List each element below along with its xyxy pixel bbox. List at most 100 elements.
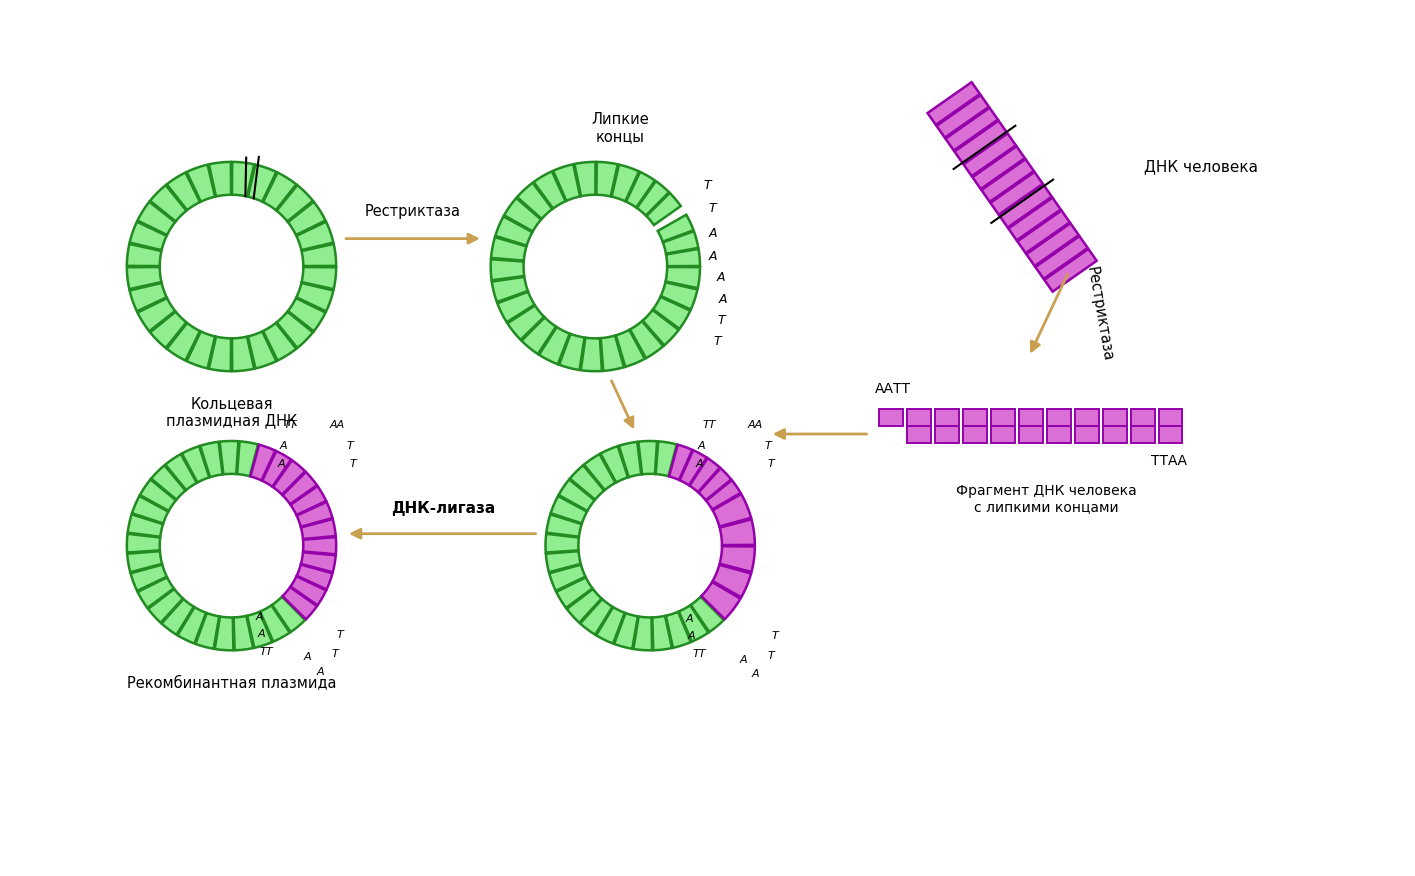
Polygon shape: [137, 298, 175, 331]
Text: Рекомбинантная плазмида: Рекомбинантная плазмида: [127, 675, 337, 690]
Text: Кольцевая
плазмидная ДНК: Кольцевая плазмидная ДНК: [166, 396, 297, 428]
Polygon shape: [559, 334, 584, 370]
Polygon shape: [616, 330, 645, 367]
Polygon shape: [546, 551, 580, 572]
Text: Т: Т: [766, 441, 771, 451]
Text: А: А: [696, 459, 703, 469]
Polygon shape: [296, 222, 334, 251]
Text: T: T: [703, 179, 710, 192]
Polygon shape: [263, 173, 296, 210]
Polygon shape: [1075, 409, 1099, 426]
Polygon shape: [664, 231, 699, 254]
Polygon shape: [1036, 237, 1088, 279]
Polygon shape: [720, 547, 754, 572]
Polygon shape: [150, 185, 187, 222]
Text: T: T: [713, 336, 720, 349]
Polygon shape: [177, 607, 207, 644]
Polygon shape: [982, 159, 1034, 201]
Text: А: А: [751, 669, 760, 679]
Polygon shape: [287, 298, 325, 331]
Polygon shape: [130, 565, 167, 590]
Polygon shape: [1102, 409, 1126, 426]
Text: A: A: [717, 271, 726, 284]
Polygon shape: [283, 587, 317, 619]
Polygon shape: [290, 486, 325, 515]
Polygon shape: [161, 599, 194, 635]
Polygon shape: [209, 336, 231, 371]
Polygon shape: [233, 616, 253, 650]
Polygon shape: [584, 454, 616, 490]
Polygon shape: [642, 310, 679, 345]
Polygon shape: [1159, 426, 1183, 443]
Polygon shape: [522, 317, 556, 354]
Polygon shape: [497, 292, 535, 322]
Polygon shape: [658, 215, 693, 242]
Polygon shape: [570, 465, 604, 499]
Polygon shape: [1019, 409, 1043, 426]
Polygon shape: [1017, 210, 1070, 253]
Polygon shape: [137, 577, 174, 608]
Polygon shape: [151, 465, 185, 499]
Text: А: А: [279, 441, 287, 451]
Polygon shape: [638, 441, 657, 474]
Text: А: А: [686, 614, 693, 625]
Polygon shape: [955, 121, 1007, 163]
Polygon shape: [232, 162, 255, 196]
Polygon shape: [516, 183, 552, 219]
Polygon shape: [580, 599, 613, 635]
Polygon shape: [301, 267, 337, 289]
Polygon shape: [614, 613, 638, 649]
Polygon shape: [491, 259, 524, 280]
Text: ДНК человека: ДНК человека: [1143, 159, 1258, 174]
Polygon shape: [679, 605, 709, 641]
Polygon shape: [127, 267, 161, 289]
Polygon shape: [689, 458, 720, 492]
Polygon shape: [149, 589, 183, 623]
Text: Рестриктаза: Рестриктаза: [365, 204, 461, 219]
Text: ТТ: ТТ: [692, 649, 706, 660]
Polygon shape: [491, 237, 526, 260]
Polygon shape: [495, 216, 532, 245]
Text: АА: АА: [330, 420, 344, 430]
Polygon shape: [250, 445, 276, 480]
Polygon shape: [127, 514, 163, 537]
Polygon shape: [504, 198, 541, 231]
Polygon shape: [666, 249, 700, 266]
Text: А: А: [698, 441, 706, 451]
Polygon shape: [273, 460, 306, 495]
Text: А: А: [256, 612, 263, 623]
Polygon shape: [928, 82, 981, 125]
Polygon shape: [183, 446, 209, 483]
Polygon shape: [260, 605, 290, 641]
Text: ТТ: ТТ: [702, 420, 716, 430]
Polygon shape: [297, 502, 333, 526]
Text: Т: Т: [768, 459, 774, 469]
Polygon shape: [945, 108, 998, 151]
Polygon shape: [167, 323, 200, 361]
Polygon shape: [596, 607, 624, 644]
Polygon shape: [661, 282, 698, 309]
Polygon shape: [935, 409, 959, 426]
Polygon shape: [137, 201, 175, 235]
Polygon shape: [556, 577, 593, 608]
Polygon shape: [1131, 426, 1155, 443]
Text: А: А: [277, 459, 284, 469]
Polygon shape: [272, 597, 306, 632]
Text: ТТАА: ТТАА: [1152, 454, 1187, 468]
Polygon shape: [618, 442, 641, 477]
Polygon shape: [990, 172, 1043, 215]
Polygon shape: [600, 446, 628, 483]
Text: T: T: [708, 201, 716, 215]
Polygon shape: [964, 133, 1016, 176]
Polygon shape: [580, 337, 601, 371]
Text: А: А: [688, 632, 696, 641]
Polygon shape: [990, 426, 1015, 443]
Polygon shape: [296, 283, 334, 311]
Text: ТТ: ТТ: [259, 647, 273, 657]
Polygon shape: [301, 244, 337, 266]
Polygon shape: [195, 613, 219, 649]
Polygon shape: [248, 611, 272, 648]
Polygon shape: [634, 617, 652, 650]
Polygon shape: [935, 426, 959, 443]
Polygon shape: [166, 454, 197, 490]
